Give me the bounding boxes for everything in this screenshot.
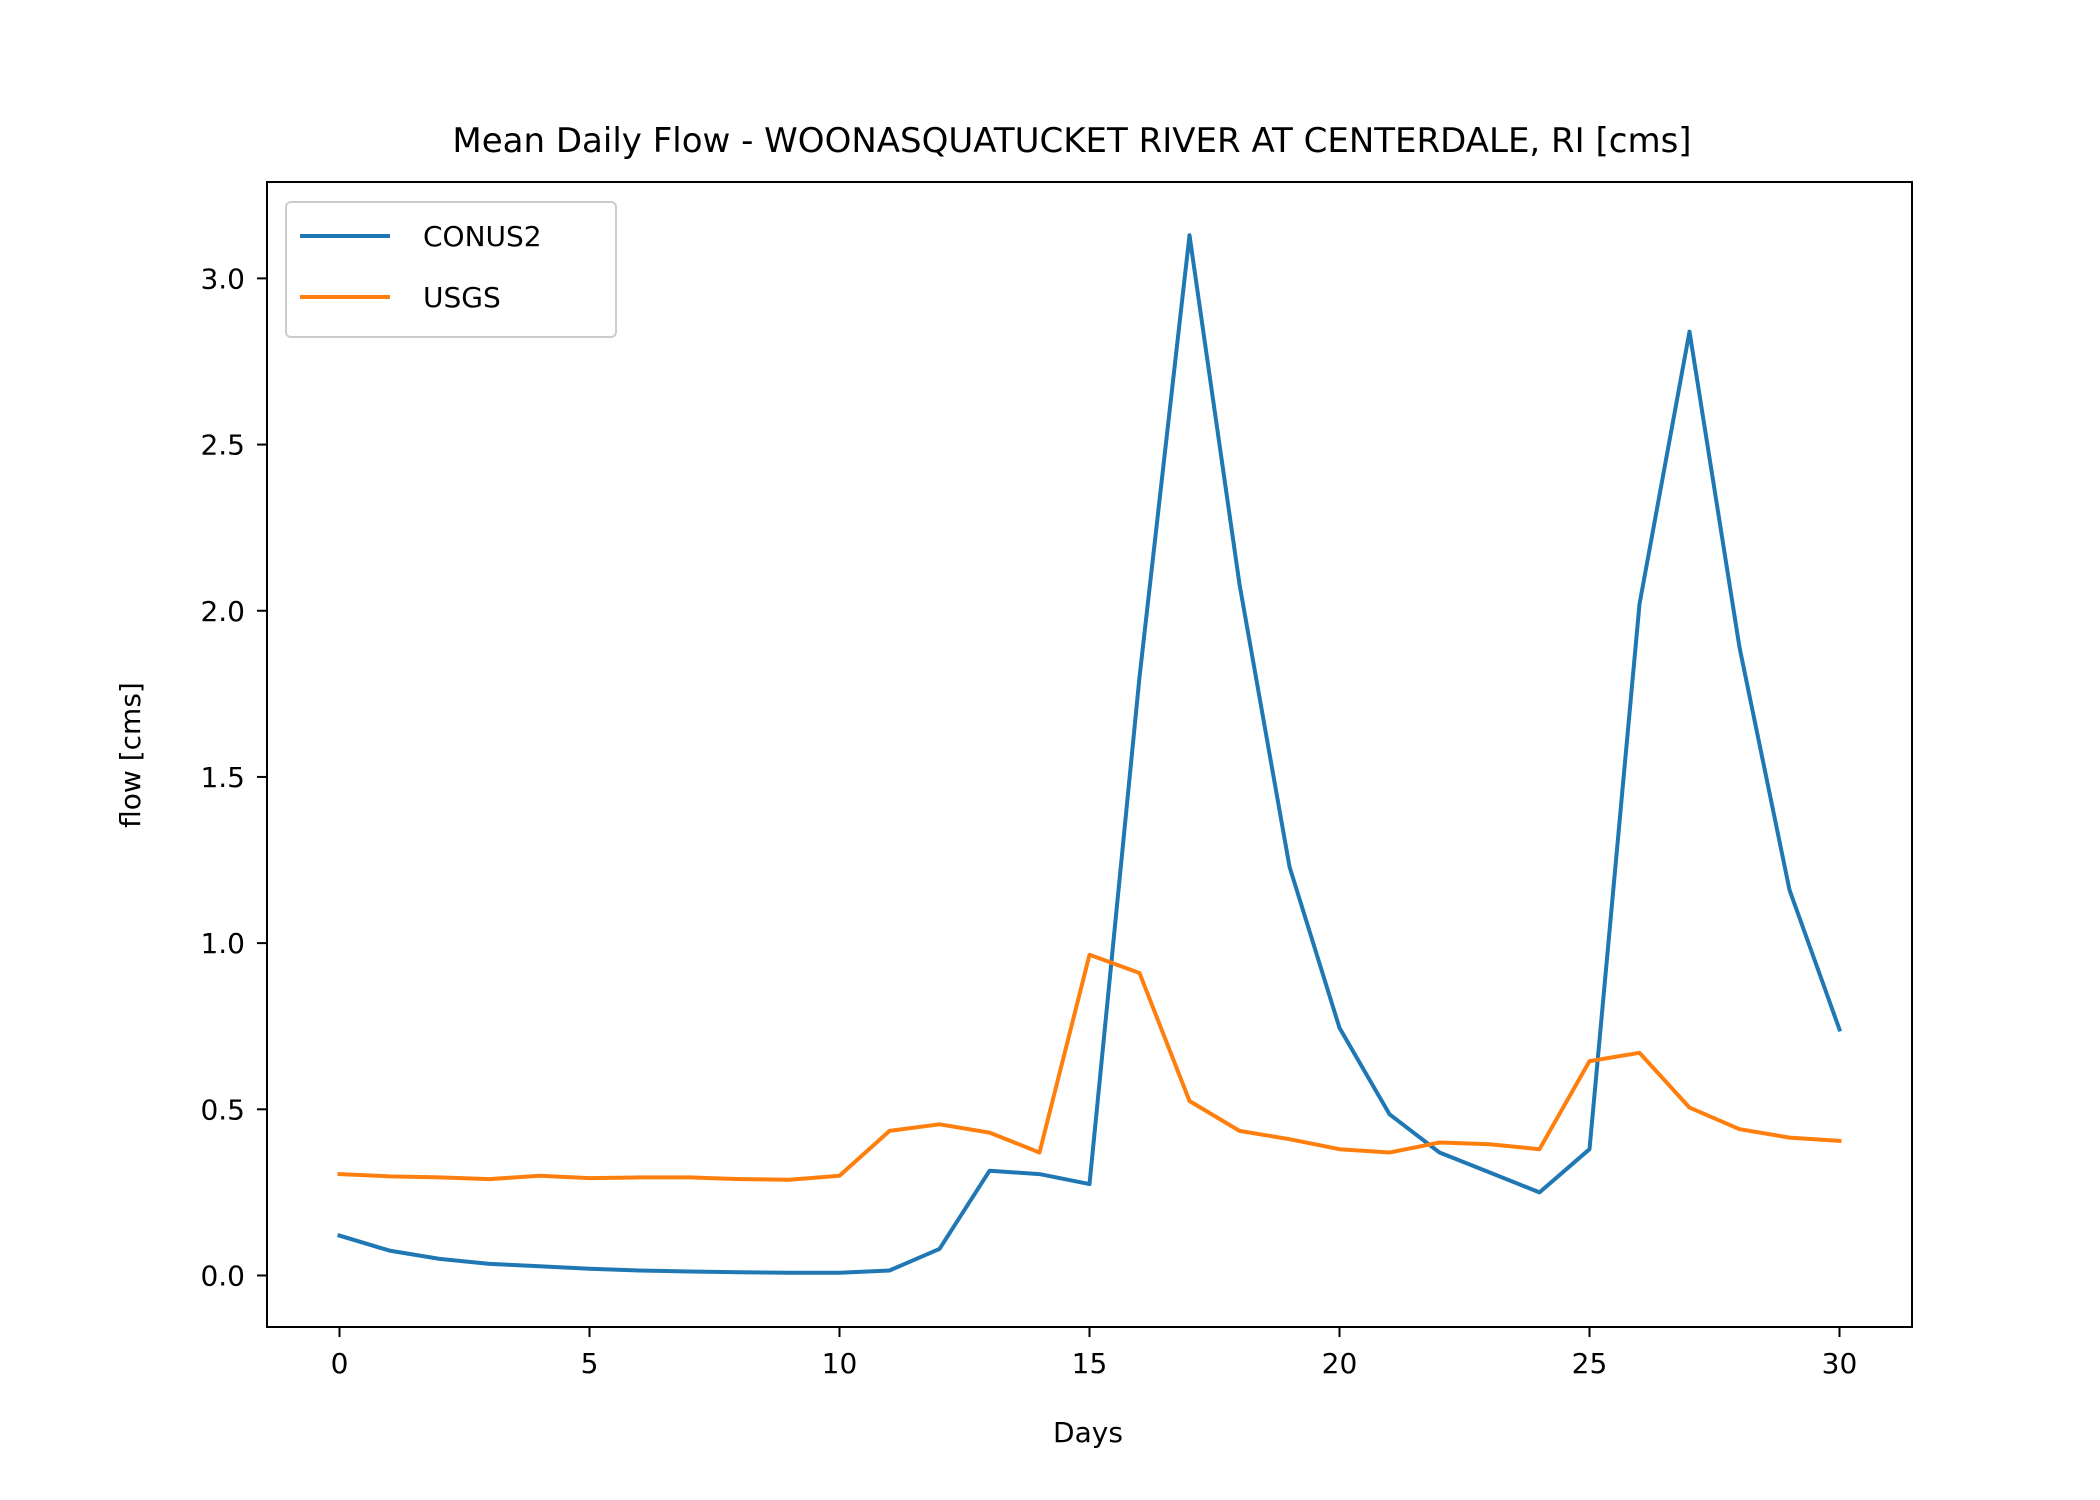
chart-title: Mean Daily Flow - WOONASQUATUCKET RIVER … <box>452 121 1691 161</box>
x-tick-label: 25 <box>1572 1347 1608 1380</box>
y-tick-label: 2.0 <box>200 595 245 628</box>
legend: CONUS2 USGS <box>285 201 617 338</box>
y-tick-label: 1.5 <box>200 761 245 794</box>
y-tick-label: 2.5 <box>200 429 245 462</box>
series-line-usgs <box>337 952 1842 1182</box>
x-tick-label: 20 <box>1322 1347 1358 1380</box>
legend-label-conus2: CONUS2 <box>423 220 542 253</box>
x-tick-label: 0 <box>331 1347 349 1380</box>
x-axis-label: Days <box>1053 1416 1123 1449</box>
y-axis-label: flow [cms] <box>114 682 147 828</box>
y-tick-label: 0.5 <box>200 1093 245 1126</box>
y-tick-label: 3.0 <box>200 262 245 295</box>
x-tick-label: 30 <box>1822 1347 1858 1380</box>
y-tick-label: 1.0 <box>200 927 245 960</box>
legend-label-usgs: USGS <box>423 281 501 314</box>
y-tick-label: 0.0 <box>200 1259 245 1292</box>
x-tick-label: 5 <box>581 1347 599 1380</box>
plot-frame <box>266 181 1913 1328</box>
x-tick-label: 15 <box>1072 1347 1108 1380</box>
x-tick-label: 10 <box>822 1347 858 1380</box>
series-line-conus2 <box>337 233 1843 1275</box>
